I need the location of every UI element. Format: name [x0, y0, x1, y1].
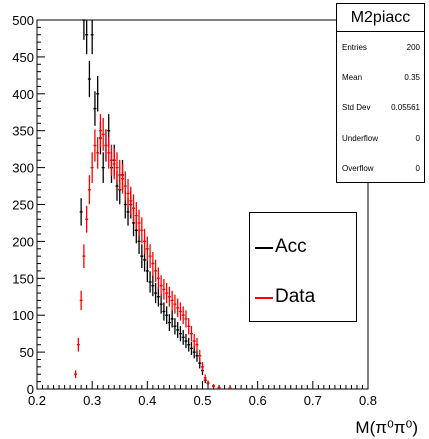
x-tick-label: 0.8: [359, 393, 377, 408]
legend-swatch-acc: [255, 247, 273, 249]
stats-label: Std Dev: [342, 103, 371, 113]
stats-value: 200: [406, 42, 420, 52]
legend-label-acc: Acc: [275, 236, 307, 257]
series-acc: [79, 19, 232, 389]
y-tick-label: 500: [12, 13, 34, 28]
y-tick-label: 250: [12, 198, 34, 213]
stats-row-entries: Entries 200: [337, 32, 424, 62]
y-tick-label: 300: [12, 161, 34, 176]
x-tick-label: 0.2: [28, 393, 46, 408]
x-axis: 0.2 0.3 0.4 0.5 0.6 0.7 0.8: [28, 381, 377, 408]
y-tick-label: 150: [12, 271, 34, 286]
x-tick-label: 0.3: [83, 393, 101, 408]
x-tick-label: 0.6: [249, 393, 267, 408]
plot-frame: [36, 19, 369, 390]
x-tick-label: 0.7: [304, 393, 322, 408]
legend-swatch-data: [255, 297, 273, 299]
series-layer: [74, 19, 232, 389]
y-axis: 0 50 100 150 200 250 300 350 400 450 500: [12, 13, 45, 397]
legend-item-data: Data: [250, 285, 356, 309]
stats-title: M2piacc: [337, 4, 424, 32]
stats-row-mean: Mean 0.35: [337, 62, 424, 92]
stats-value: 0.35: [404, 73, 420, 83]
stats-value: 0: [415, 164, 420, 174]
legend-label-data: Data: [275, 286, 316, 307]
stats-row-overflow: Overflow 0: [337, 154, 424, 184]
series-data: [74, 114, 232, 389]
stats-row-underflow: Underflow 0: [337, 123, 424, 153]
stats-label: Entries: [342, 42, 367, 52]
x-axis-label: M(π⁰π⁰): [355, 418, 418, 437]
stats-value: 0.05561: [391, 103, 420, 113]
y-tick-label: 450: [12, 50, 34, 65]
stats-label: Overflow: [342, 164, 374, 174]
y-tick-label: 100: [12, 308, 34, 323]
y-tick-label: 0: [27, 382, 34, 397]
stats-value: 0: [415, 133, 420, 143]
stats-row-stddev: Std Dev 0.05561: [337, 93, 424, 123]
y-tick-label: 400: [12, 87, 34, 102]
stats-label: Underflow: [342, 133, 379, 143]
y-tick-label: 50: [20, 345, 34, 360]
y-tick-label: 200: [12, 234, 34, 249]
plot-border: [36, 19, 369, 390]
legend-item-acc: Acc: [250, 235, 356, 259]
x-tick-label: 0.5: [193, 393, 211, 408]
stats-label: Mean: [342, 73, 363, 83]
x-tick-label: 0.4: [138, 393, 156, 408]
y-tick-label: 350: [12, 124, 34, 139]
legend: Acc Data: [249, 212, 357, 322]
statistics-box: M2piacc Entries 200 Mean 0.35 Std Dev 0.…: [336, 3, 425, 183]
